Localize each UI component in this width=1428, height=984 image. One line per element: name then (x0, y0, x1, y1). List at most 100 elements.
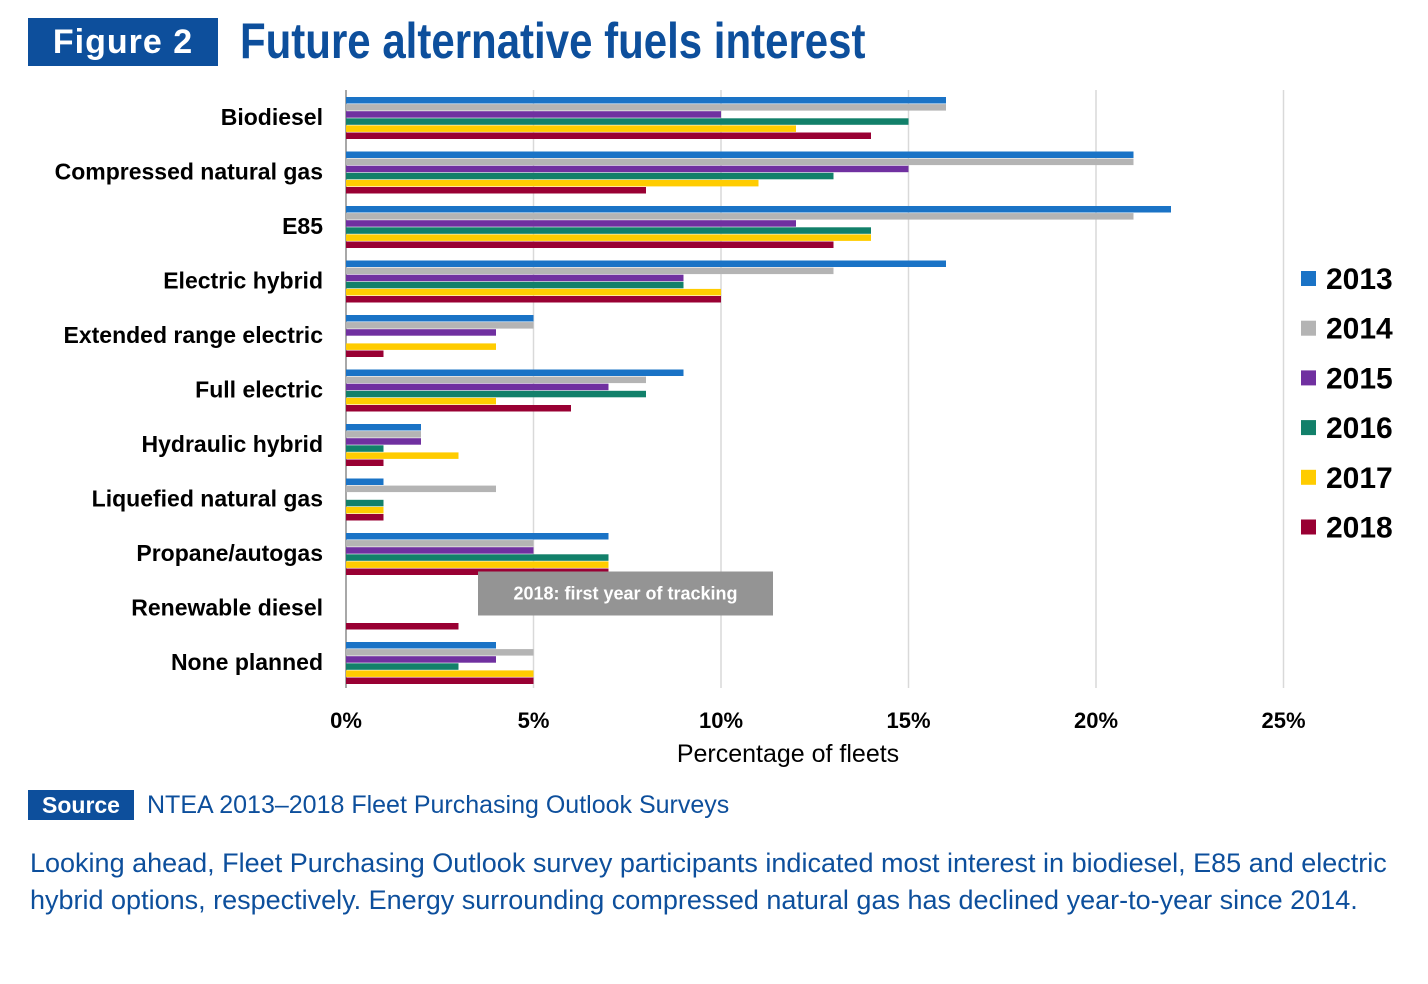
legend-label: 2015 (1326, 362, 1393, 395)
bar (346, 158, 1134, 166)
bar (346, 369, 684, 376)
legend-swatch (1301, 469, 1316, 485)
legend-swatch (1301, 320, 1316, 336)
bar (346, 227, 871, 234)
bar (346, 431, 421, 438)
bar (346, 506, 384, 514)
x-tick-label: 20% (1074, 708, 1118, 733)
bar (346, 397, 496, 405)
bar (346, 485, 496, 493)
bar (346, 533, 609, 540)
bar (346, 288, 721, 296)
category-label: Renewable diesel (131, 595, 323, 621)
x-tick-label: 5% (518, 708, 550, 733)
bar (346, 459, 384, 466)
bar (346, 623, 459, 630)
bar (346, 568, 609, 575)
bar (346, 322, 534, 329)
bar (346, 438, 421, 445)
bar-chart: Biodiesel Compressed natural gas E85 Electr… (55, 90, 1393, 768)
bar-marks (346, 97, 1171, 684)
bar (346, 329, 496, 336)
bar (346, 234, 871, 241)
bar (346, 111, 721, 118)
bar (346, 547, 534, 554)
bar (346, 670, 534, 677)
bar (346, 296, 721, 303)
bar (346, 165, 909, 173)
bar (346, 151, 1134, 158)
chart-title: Future alternative fuels interest (240, 13, 866, 69)
x-axis-label: Percentage of fleets (677, 740, 899, 768)
bar (346, 172, 834, 180)
x-tick-label: 10% (699, 708, 743, 733)
bar (346, 187, 646, 194)
category-labels: Biodiesel Compressed natural gas E85 Electr… (55, 104, 324, 675)
bar (346, 514, 384, 521)
bar (346, 445, 384, 452)
x-tick-label: 0% (330, 708, 362, 733)
bar (346, 315, 534, 322)
bar (346, 104, 946, 111)
bar (346, 267, 834, 275)
bar (346, 499, 384, 507)
bar (346, 390, 646, 398)
annotation-box (478, 571, 773, 616)
bar (346, 179, 759, 187)
legend-label: 2016 (1326, 412, 1393, 445)
source-label: Source (28, 790, 134, 820)
x-tick-label: 25% (1261, 708, 1305, 733)
legend-swatch (1301, 271, 1316, 286)
category-label: Biodiesel (221, 104, 323, 130)
category-label: Liquefied natural gas (92, 486, 323, 512)
category-label: E85 (282, 213, 323, 239)
bar (346, 424, 421, 431)
bar (346, 132, 871, 139)
bar (346, 677, 534, 684)
legend: 2013 2014 2015 2016 2017 2018 (1301, 263, 1393, 545)
bar (346, 343, 496, 350)
bar (346, 350, 384, 357)
bar (346, 260, 946, 267)
bar (346, 561, 609, 568)
bar (346, 376, 646, 384)
legend-swatch (1301, 420, 1316, 436)
category-label: Propane/autogas (136, 540, 323, 566)
bar (346, 663, 459, 670)
bar (346, 213, 1134, 220)
bar (346, 540, 534, 547)
bar (346, 478, 384, 485)
legend-label: 2018 (1326, 512, 1393, 545)
category-label: None planned (171, 649, 323, 675)
figure-label: Figure 2 (28, 18, 218, 66)
category-label: Full electric (195, 377, 323, 403)
category-label: Compressed natural gas (55, 159, 323, 185)
bar (346, 383, 609, 391)
bar (346, 405, 571, 412)
bar (346, 554, 609, 561)
bar (346, 97, 946, 104)
caption-text: Looking ahead, Fleet Purchasing Outlook … (30, 848, 1387, 915)
category-label: Electric hybrid (163, 268, 323, 294)
legend-swatch (1301, 519, 1316, 535)
legend-label: 2013 (1326, 263, 1393, 296)
bar (346, 220, 796, 227)
category-label: Hydraulic hybrid (142, 431, 323, 457)
bar (346, 125, 796, 132)
bar (346, 452, 459, 459)
annotation-text: 2018: first year of tracking (513, 584, 737, 604)
bar (346, 118, 909, 125)
bar (346, 642, 496, 649)
category-label: Extended range electric (64, 322, 324, 348)
bar (346, 274, 684, 282)
bar (346, 649, 534, 656)
bar (346, 656, 496, 663)
annotations: 2018: first year of tracking (478, 571, 773, 616)
source-text: NTEA 2013–2018 Fleet Purchasing Outlook … (147, 791, 730, 819)
bar (346, 206, 1171, 213)
legend-label: 2014 (1326, 313, 1393, 346)
bar (346, 241, 834, 248)
x-tick-label: 15% (886, 708, 930, 733)
x-tick-labels: 0% 5% 10% 15% 20% 25% (330, 708, 1305, 733)
bar (346, 281, 684, 289)
